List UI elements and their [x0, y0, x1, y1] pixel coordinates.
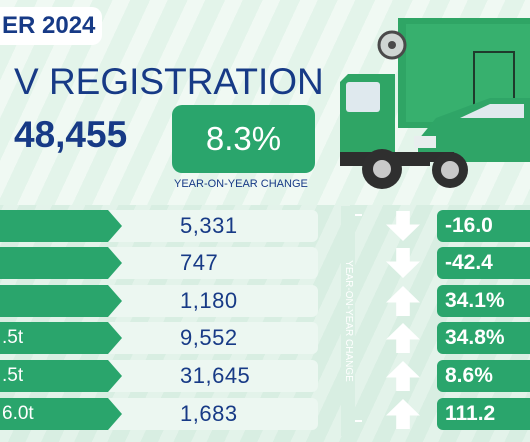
arrow-down-icon — [386, 211, 420, 241]
yoy-change-caption: YEAR-ON-YEAR CHANGE — [174, 178, 308, 190]
table-row: 747 -42.4 — [0, 247, 530, 279]
yoy-change: 34.8% — [445, 326, 505, 349]
yoy-change: 34.1% — [445, 289, 505, 312]
category-tab — [0, 360, 122, 392]
arrow-up-icon — [386, 286, 420, 316]
change-badge — [437, 360, 530, 392]
period-badge: ER 2024 — [0, 7, 102, 45]
registration-count: 9,552 — [180, 325, 238, 350]
arrow-down-icon — [386, 248, 420, 278]
truck-windshield — [346, 82, 380, 112]
yoy-change-badge: 8.3% — [172, 105, 315, 173]
arrow-up-icon — [386, 361, 420, 391]
category-tab — [0, 285, 122, 317]
category-tab — [0, 247, 122, 279]
count-panel — [100, 322, 318, 354]
category-label: 6.0t — [2, 403, 34, 424]
count-panel — [100, 398, 318, 430]
yoy-change: 8.6% — [445, 364, 493, 387]
change-badge — [437, 398, 530, 430]
change-badge — [437, 210, 530, 242]
category-tab — [0, 210, 122, 242]
registration-count: 1,683 — [180, 401, 238, 426]
yoy-change: -42.4 — [445, 251, 493, 274]
count-panel — [100, 360, 318, 392]
table-row: .5t 31,645 8.6% — [0, 360, 530, 392]
registration-count: 31,645 — [180, 363, 251, 388]
table-row: 6.0t 1,683 111.2 — [0, 398, 530, 430]
yoy-change: -16.0 — [445, 214, 493, 237]
table-row: 1,180 34.1% — [0, 285, 530, 317]
page-title: V REGISTRATIONS — [14, 61, 324, 102]
table-row: .5t 9,552 34.8% — [0, 322, 530, 354]
total-registrations: 48,455 — [14, 114, 128, 155]
registration-count: 5,331 — [180, 213, 238, 238]
pickup-headlight — [414, 136, 436, 148]
count-panel — [100, 210, 318, 242]
category-tab — [0, 398, 122, 430]
vehicles-illustration — [340, 18, 530, 189]
category-tab — [0, 322, 122, 354]
table-row: 5,331 -16.0 — [0, 210, 530, 242]
registration-count: 747 — [180, 250, 219, 275]
pickup-window — [460, 104, 524, 118]
category-label: .5t — [2, 365, 24, 386]
pickup-bumper — [414, 152, 454, 162]
yoy-change: 111.2 — [445, 402, 496, 425]
count-panel — [100, 285, 318, 317]
count-panel — [100, 247, 318, 279]
change-badge — [437, 247, 530, 279]
change-badge — [437, 285, 530, 317]
category-label: .5t — [2, 327, 24, 348]
arrow-up-icon — [386, 323, 420, 353]
yoy-change-value: 8.3% — [205, 120, 282, 157]
change-badge — [437, 322, 530, 354]
registration-count: 1,180 — [180, 288, 238, 313]
arrow-up-icon — [386, 399, 420, 429]
